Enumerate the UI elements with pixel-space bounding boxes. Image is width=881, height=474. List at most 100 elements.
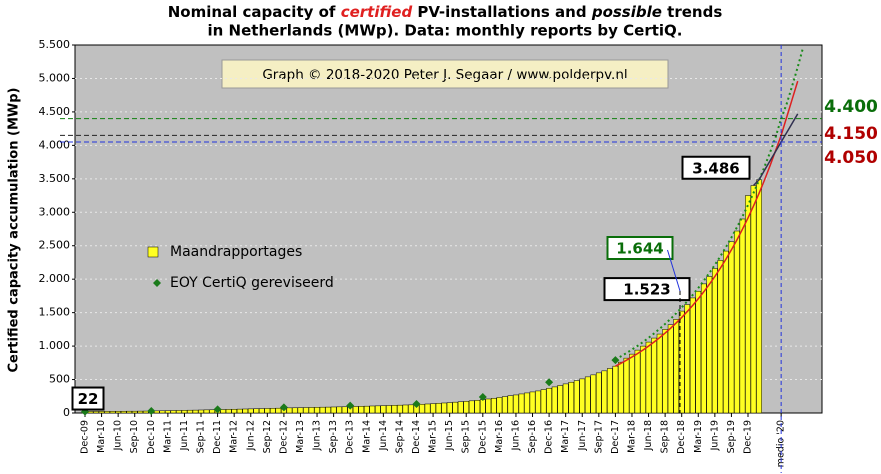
bar	[756, 179, 762, 413]
bar	[662, 329, 668, 413]
bar	[579, 378, 586, 413]
x-tick-label: Mar-16	[494, 420, 505, 453]
x-tick-label: Sep-13	[328, 420, 339, 453]
watermark: Graph © 2018-2020 Peter J. Segaar / www.…	[262, 67, 627, 83]
x-tick-label: Mar-18	[626, 420, 637, 453]
bar	[612, 365, 619, 413]
annotation-label: 4.150	[824, 124, 878, 144]
x-tick-label: Sep-12	[262, 420, 273, 453]
bar	[474, 400, 481, 413]
annotation-label: 4.400	[824, 97, 878, 117]
bar	[629, 353, 635, 413]
bar	[584, 376, 591, 413]
y-tick-label: 3.500	[39, 172, 71, 185]
x-tick-label: Mar-12	[229, 420, 240, 453]
bar	[363, 405, 370, 413]
y-tick-label: 3.000	[39, 205, 71, 218]
bar	[391, 405, 398, 413]
x-tick-label: Mar-15	[428, 420, 439, 453]
x-tick-label: Jun-19	[709, 420, 720, 451]
bar	[126, 410, 133, 413]
bar	[330, 406, 337, 413]
x-tick-label: Dec-11	[212, 420, 223, 454]
x-tick-label: Mar-19	[693, 420, 704, 453]
bar	[618, 361, 624, 413]
bar	[529, 391, 536, 413]
bar	[380, 405, 387, 413]
y-tick-label: 5.500	[39, 38, 71, 51]
bar	[292, 407, 298, 413]
x-tick-label: Dec-15	[477, 420, 488, 454]
bar	[236, 408, 243, 413]
bar	[165, 410, 171, 413]
bar	[270, 408, 276, 413]
x-tick-label: Jun-11	[179, 420, 190, 451]
x-tick-label: Mar-10	[96, 420, 107, 453]
bar	[264, 408, 271, 413]
bar	[115, 411, 122, 413]
bar	[595, 372, 602, 413]
bar	[286, 407, 293, 413]
bar	[557, 385, 563, 413]
x-tick-label: Dec-13	[345, 420, 356, 454]
bar	[242, 408, 249, 413]
bar	[634, 349, 641, 413]
title-part: PV-installations and	[417, 3, 586, 21]
bar	[98, 411, 105, 413]
bar	[198, 409, 204, 413]
annotation-label: 1.523	[623, 281, 670, 299]
bar	[397, 404, 403, 413]
bar	[358, 406, 365, 413]
bar	[170, 410, 177, 413]
bar	[601, 370, 608, 413]
bar	[258, 408, 265, 413]
bar	[247, 408, 254, 413]
bar	[109, 411, 116, 413]
bar	[159, 410, 166, 413]
bar	[435, 403, 442, 413]
bar	[104, 411, 110, 413]
bar	[341, 406, 348, 413]
x-tick-label: Dec-10	[146, 420, 157, 454]
bar	[535, 390, 541, 413]
eoy-point	[213, 405, 222, 414]
bar	[651, 337, 657, 413]
x-tick-label: Jun-10	[113, 420, 124, 451]
bar	[220, 409, 226, 413]
bar	[441, 402, 447, 413]
eoy-point	[545, 378, 554, 387]
y-tick-label: 2.000	[39, 272, 71, 285]
y-tick-label: 4.000	[39, 138, 71, 151]
bar	[93, 411, 99, 413]
bar	[695, 290, 702, 413]
bar	[540, 389, 547, 413]
bar	[187, 409, 193, 413]
eoy-point	[346, 401, 355, 410]
bar	[689, 297, 696, 413]
x-tick-label: Mar-11	[162, 420, 173, 453]
x-tick-label: Jun-17	[577, 420, 588, 451]
x-tick-label: Dec-17	[610, 420, 621, 454]
bar	[706, 276, 713, 413]
bar	[750, 185, 757, 413]
bar	[369, 405, 376, 413]
bar	[640, 345, 646, 413]
bar	[468, 400, 475, 413]
bar	[518, 393, 525, 413]
chart-subtitle: in Netherlands (MWp). Data: monthly repo…	[208, 22, 683, 40]
bar	[684, 304, 691, 413]
bar	[513, 394, 519, 413]
bar	[656, 333, 663, 413]
bar	[573, 380, 580, 413]
x-tick-label: Dec-12	[278, 420, 289, 454]
y-axis-label: Certified capacity accumulation (MWp)	[7, 88, 22, 373]
bar	[430, 403, 436, 413]
y-tick-label: 1.000	[39, 339, 71, 352]
annotation-label: 3.486	[692, 159, 739, 177]
bar	[723, 250, 729, 413]
y-tick-label: 5.000	[39, 71, 71, 84]
bar	[314, 407, 320, 413]
bar	[374, 405, 381, 413]
bar	[325, 406, 331, 413]
